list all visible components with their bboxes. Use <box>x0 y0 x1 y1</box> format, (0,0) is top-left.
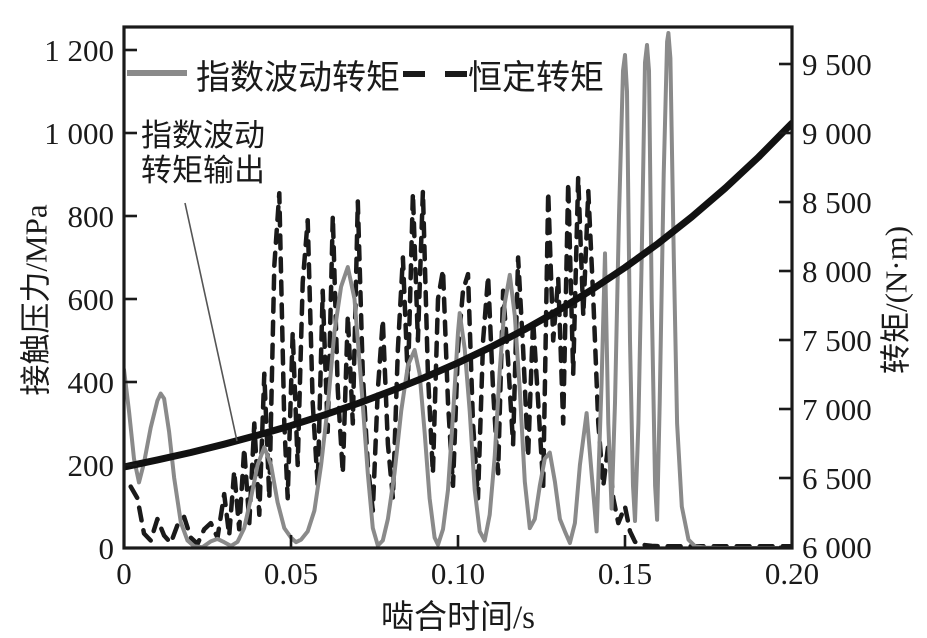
y-right-tick-label: 6 000 <box>802 530 872 565</box>
axes-box <box>122 25 794 550</box>
series-solid-line <box>124 31 792 548</box>
y-left-tick-label: 600 <box>68 282 115 317</box>
y-left-tick-label: 800 <box>68 199 115 234</box>
legend-label-constant-torque: 恒定转矩 <box>468 60 604 97</box>
y-right-tick-label: 7 500 <box>802 323 872 358</box>
x-tick-label: 0.20 <box>765 556 819 591</box>
y-right-tick-label: 9 000 <box>802 116 872 151</box>
y-right-tick-label: 7 000 <box>802 392 872 427</box>
x-tick-label: 0.05 <box>264 556 318 591</box>
curve-annotation-line1: 指数波动 <box>141 118 265 153</box>
legend-label-exponential-torque: 指数波动转矩 <box>196 60 400 97</box>
curves-group <box>124 31 792 548</box>
curve-annotation: 指数波动 转矩输出 <box>141 118 265 188</box>
x-tick-label: 0 <box>116 556 132 591</box>
x-tick-label: 0.10 <box>431 556 485 591</box>
y-left-tick-label: 400 <box>68 365 115 400</box>
y-right-tick-label: 9 500 <box>802 47 872 82</box>
legend-line-dashed-icon <box>403 71 467 77</box>
x-axis-title: 啮合时间/s <box>380 600 535 636</box>
x-tick-label: 0.15 <box>598 556 652 591</box>
series-thick-line <box>124 119 792 471</box>
y-right-tick-label: 8 000 <box>802 254 872 289</box>
series-dashed-line <box>128 174 792 548</box>
legend-line-solid-icon <box>127 70 187 76</box>
y-right-tick-label: 6 500 <box>802 461 872 496</box>
left-axis-title: 接触压力/MPa <box>18 204 54 396</box>
y-left-tick-label: 1 200 <box>44 33 114 68</box>
y-left-tick-label: 200 <box>68 448 115 483</box>
right-axis-title: 转矩/(N·m) <box>878 225 914 375</box>
y-left-tick-label: 0 <box>99 531 115 566</box>
annotation-leader-line <box>184 202 238 442</box>
curve-annotation-line2: 转矩输出 <box>141 153 265 189</box>
y-left-tick-label: 1 000 <box>44 116 114 151</box>
y-right-tick-label: 8 500 <box>802 185 872 220</box>
